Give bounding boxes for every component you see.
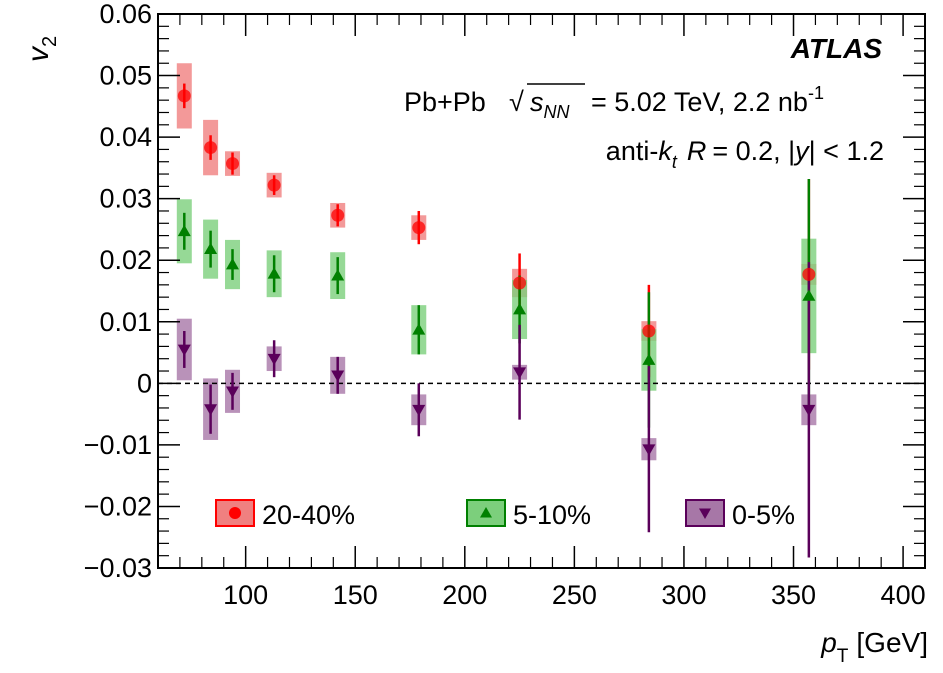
data-point-marker — [331, 269, 345, 281]
data-point-marker — [331, 370, 345, 382]
data-point-marker — [177, 224, 191, 237]
tick-labels-layer: −0.03 −0.02 −0.01 0 0.01 0.02 0.03 0.04 0.05 0.06… — [84, 0, 926, 610]
energy-lumi-text: = 5.02 TeV, 2.2 nb-1 — [591, 83, 824, 117]
y-tick-label: 0.05 — [99, 61, 152, 91]
data-point-marker — [513, 302, 527, 315]
axis-ticks-layer — [158, 13, 925, 569]
plot-frame — [157, 13, 926, 569]
y-tick-label: 0.03 — [99, 184, 152, 214]
x-tick-label: 100 — [223, 580, 268, 610]
data-point-marker — [802, 267, 816, 281]
data-point-marker — [267, 178, 281, 192]
y-tick-label: −0.01 — [84, 430, 152, 460]
jet-algorithm-annotation: anti-kt R = 0.2, |y| < 1.2 — [606, 136, 884, 172]
legend-marker — [229, 507, 241, 519]
legend: 20-40% 5-10% 0-5% — [215, 499, 795, 530]
data-point-marker — [331, 208, 345, 222]
x-tick-label: 300 — [661, 580, 706, 610]
data-point-marker — [267, 267, 281, 279]
legend-marker — [699, 508, 711, 519]
legend-item: 20-40% — [215, 499, 355, 530]
data-point-marker — [226, 157, 240, 171]
y-tick-label: 0.06 — [99, 0, 152, 29]
data-point-marker — [412, 323, 426, 335]
sqrt-symbol: √ — [509, 87, 524, 117]
data-point-marker — [412, 221, 426, 235]
sqrt-s-nn: sNN — [530, 87, 570, 122]
data-point-marker — [642, 324, 656, 338]
data-point-marker — [226, 386, 240, 398]
data-point-marker — [177, 344, 191, 356]
systematic-boxes-layer — [176, 63, 817, 461]
collision-annotation: Pb+Pb √ sNN = 5.02 TeV, 2.2 nb-1 — [404, 83, 824, 122]
y-tick-label: 0.02 — [99, 245, 152, 275]
x-tick-label: 200 — [442, 580, 487, 610]
data-point-marker — [513, 276, 527, 290]
legend-label: 0-5% — [732, 500, 795, 530]
data-point-marker — [226, 258, 240, 270]
legend-item: 5-10% — [466, 499, 591, 530]
x-tick-label: 250 — [552, 580, 597, 610]
data-point-marker — [204, 242, 218, 255]
y-axis-title: v2 — [22, 36, 61, 62]
data-point-marker — [412, 404, 426, 417]
data-point-marker — [802, 289, 816, 301]
data-point-marker — [513, 367, 527, 379]
collision-prefix: Pb+Pb — [404, 87, 486, 117]
data-point-marker — [204, 141, 218, 155]
y-tick-label: 0 — [137, 368, 152, 398]
data-point-marker — [204, 404, 218, 416]
y-tick-label: −0.03 — [84, 553, 152, 583]
data-point-marker — [177, 89, 191, 103]
legend-label: 20-40% — [262, 500, 355, 530]
experiment-label: ATLAS — [790, 33, 883, 64]
data-point-marker — [802, 404, 816, 417]
legend-label: 5-10% — [513, 500, 591, 530]
x-tick-label: 150 — [333, 580, 378, 610]
y-tick-label: 0.04 — [99, 122, 152, 152]
data-point-marker — [642, 353, 656, 365]
x-tick-label: 400 — [881, 580, 926, 610]
legend-marker — [480, 507, 492, 518]
x-axis-title: pT [GeV] — [820, 627, 928, 667]
legend-item: 0-5% — [685, 499, 795, 530]
x-tick-label: 350 — [771, 580, 816, 610]
data-point-marker — [267, 353, 281, 366]
y-tick-label: −0.02 — [84, 491, 152, 521]
y-tick-label: 0.01 — [99, 307, 152, 337]
legend-swatch — [685, 499, 725, 527]
markers-layer — [177, 89, 816, 456]
data-point-marker — [642, 444, 656, 456]
